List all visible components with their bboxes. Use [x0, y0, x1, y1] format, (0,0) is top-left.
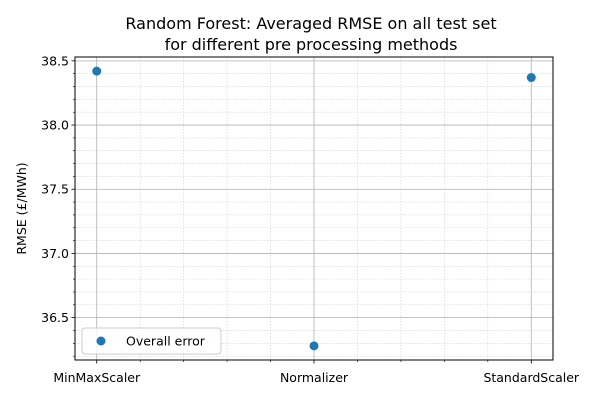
- x-tick-label: StandardScaler: [483, 370, 579, 385]
- legend: Overall error: [81, 327, 222, 355]
- axis-ticks: 36.5 37.0 37.5 38.0 38.5 MinMaxScaler Normaliz…: [41, 53, 580, 385]
- data-points: [92, 66, 536, 351]
- data-point: [92, 66, 102, 76]
- data-point: [309, 341, 319, 351]
- y-axis-label: RMSE (£/MWh): [14, 162, 29, 254]
- y-tick-label: 37.0: [41, 246, 69, 261]
- chart-title-line-2: for different pre processing methods: [165, 35, 458, 54]
- legend-label: Overall error: [126, 334, 206, 349]
- data-point: [526, 73, 536, 83]
- y-tick-label: 37.5: [41, 182, 69, 197]
- y-tick-label: 38.5: [41, 53, 69, 68]
- x-tick-label: Normalizer: [280, 370, 349, 385]
- chart-title-line-1: Random Forest: Averaged RMSE on all test…: [125, 14, 496, 33]
- grid: [75, 57, 553, 360]
- legend-box: [81, 327, 222, 355]
- x-tick-label: MinMaxScaler: [53, 370, 141, 385]
- y-tick-label: 38.0: [41, 118, 69, 133]
- legend-marker: [96, 336, 106, 346]
- y-tick-label: 36.5: [41, 310, 69, 325]
